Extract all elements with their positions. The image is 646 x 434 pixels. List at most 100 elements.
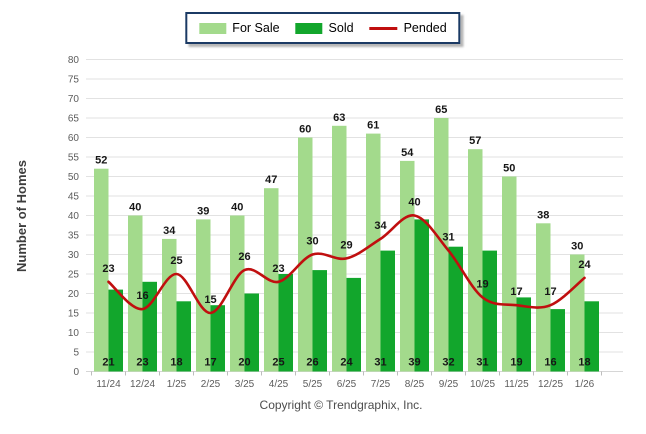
bar-sold — [550, 309, 565, 372]
legend: For Sale Sold Pended — [185, 12, 461, 44]
sold-swatch-icon — [295, 22, 323, 34]
pended-value-label: 23 — [102, 263, 114, 275]
legend-item-sold: Sold — [295, 21, 354, 35]
y-tick-label: 60 — [68, 133, 80, 144]
pended-value-label: 25 — [170, 255, 182, 267]
x-tick-label: 3/25 — [235, 379, 255, 390]
pended-value-label: 34 — [374, 220, 387, 232]
pended-value-label: 17 — [544, 286, 556, 298]
y-tick-label: 50 — [68, 172, 80, 183]
pended-line-path — [107, 214, 586, 315]
pended-value-label: 24 — [578, 259, 591, 271]
bar-for-sale — [536, 223, 551, 372]
bar-sold — [482, 250, 497, 372]
for-sale-value-label: 50 — [503, 163, 515, 175]
pended-value-label: 19 — [476, 278, 488, 290]
y-tick-label: 0 — [73, 367, 79, 378]
sold-value-label: 26 — [306, 357, 318, 369]
bar-for-sale — [196, 219, 211, 372]
bar-sold — [312, 270, 327, 372]
y-tick-label: 55 — [68, 153, 80, 164]
pended-value-label: 40 — [408, 197, 420, 209]
bar-for-sale — [230, 215, 245, 372]
sold-value-label: 17 — [204, 357, 216, 369]
bar-for-sale — [570, 254, 585, 372]
copyright-text: Copyright © Trendgraphix, Inc. — [259, 398, 423, 412]
pended-value-label: 31 — [442, 232, 454, 244]
x-tick-label: 1/26 — [575, 379, 595, 390]
bar-sold — [346, 277, 361, 372]
sold-value-label: 25 — [272, 357, 284, 369]
bar-for-sale — [94, 168, 109, 372]
for-sale-value-label: 52 — [95, 155, 107, 167]
sold-bars — [108, 219, 599, 372]
x-tick-label: 1/25 — [167, 379, 187, 390]
legend-label-for-sale: For Sale — [232, 21, 280, 35]
for-sale-value-label: 54 — [401, 147, 414, 159]
x-tick-label: 5/25 — [303, 379, 323, 390]
x-tick-label: 7/25 — [371, 379, 391, 390]
y-tick-label: 30 — [68, 250, 80, 261]
bar-sold — [108, 289, 123, 372]
bar-for-sale — [128, 215, 143, 372]
sold-value-label: 31 — [374, 357, 386, 369]
x-axis-tick-labels: 11/24 12/24 1/25 2/25 3/25 4/25 5/25 6/25 7/25 8/… — [96, 379, 594, 390]
y-tick-label: 45 — [68, 192, 80, 203]
bar-sold — [414, 219, 429, 372]
pended-line-swatch-icon — [369, 26, 398, 30]
pended-value-label: 29 — [340, 239, 352, 251]
for-sale-value-label: 47 — [265, 174, 277, 186]
bar-for-sale — [502, 176, 517, 372]
sold-value-label: 24 — [340, 357, 353, 369]
y-tick-label: 35 — [68, 231, 80, 242]
bar-sold — [448, 246, 463, 372]
legend-label-pended: Pended — [403, 21, 447, 35]
sold-value-label: 31 — [476, 357, 488, 369]
for-sale-swatch-icon — [199, 22, 227, 34]
y-tick-label: 10 — [68, 328, 80, 339]
for-sale-bars — [94, 118, 585, 372]
y-tick-label: 20 — [68, 289, 80, 300]
y-axis-tick-labels: 0 5 10 15 20 25 30 35 40 45 50 55 60 65 70 75 80 — [68, 55, 80, 378]
bar-for-sale — [468, 149, 483, 372]
pended-value-label: 23 — [272, 263, 284, 275]
pended-value-label: 15 — [204, 294, 216, 306]
for-sale-value-label: 40 — [129, 202, 141, 214]
sold-value-label: 21 — [102, 357, 114, 369]
sold-value-label: 18 — [170, 357, 182, 369]
sold-value-label: 16 — [544, 357, 556, 369]
y-tick-label: 40 — [68, 211, 80, 222]
for-sale-value-label: 65 — [435, 104, 447, 116]
x-tick-label: 11/24 — [96, 379, 121, 390]
bar-sold — [210, 305, 225, 372]
bar-sold — [380, 250, 395, 372]
bar-sold — [142, 281, 157, 372]
y-tick-label: 70 — [68, 94, 80, 105]
bar-for-sale — [162, 238, 177, 372]
y-tick-label: 80 — [68, 55, 80, 66]
for-sale-value-label: 34 — [163, 225, 176, 237]
pended-line — [107, 214, 586, 315]
for-sale-value-label: 57 — [469, 135, 481, 147]
pended-value-label: 17 — [510, 286, 522, 298]
sold-value-label: 39 — [408, 357, 420, 369]
sold-value-label: 20 — [238, 357, 250, 369]
pended-value-label: 26 — [238, 251, 250, 263]
for-sale-value-label: 63 — [333, 112, 345, 124]
bar-for-sale — [366, 133, 381, 372]
legend-label-sold: Sold — [328, 21, 354, 35]
pended-value-label: 30 — [306, 236, 318, 248]
sold-value-label: 23 — [136, 357, 148, 369]
y-tick-label: 15 — [68, 309, 80, 320]
x-tick-label: 4/25 — [269, 379, 289, 390]
for-sale-value-label: 39 — [197, 205, 209, 217]
bar-sold — [244, 293, 259, 372]
sold-value-label: 19 — [510, 357, 522, 369]
bar-for-sale — [434, 118, 449, 372]
sold-value-label: 32 — [442, 357, 454, 369]
x-tick-label: 10/25 — [470, 379, 495, 390]
bar-sold — [176, 301, 191, 372]
x-axis-ticks — [91, 371, 602, 376]
